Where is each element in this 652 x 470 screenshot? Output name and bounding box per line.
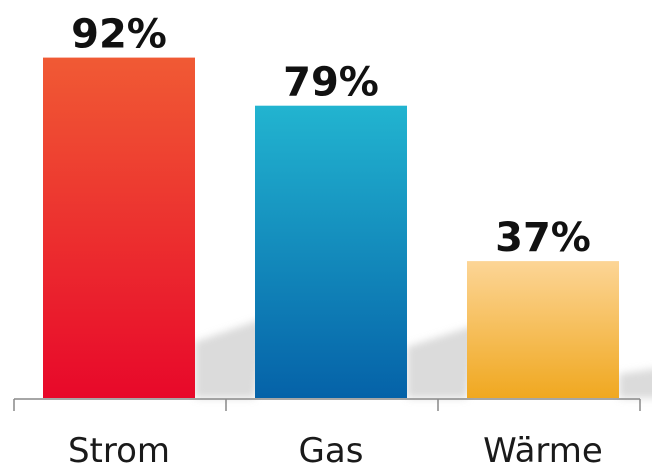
bar-shadow-strom: [195, 318, 265, 398]
category-label-strom: Strom: [68, 431, 170, 470]
bar-wärme: [467, 261, 619, 398]
bar-shadow-gas: [407, 324, 477, 398]
bar-strom: [43, 57, 195, 398]
category-label-wärme: Wärme: [483, 431, 603, 470]
labels-layer: 92% Strom 79% Gas 37% Wärme: [68, 12, 603, 470]
bars-layer: [43, 57, 619, 398]
data-label-wärme: 37%: [495, 215, 591, 261]
bar-shadow-layer: [195, 318, 652, 398]
data-label-gas: 79%: [283, 60, 379, 106]
bar-gas: [255, 105, 407, 398]
bar-shadow-wärme: [619, 369, 652, 398]
x-axis: [13, 398, 641, 411]
category-label-gas: Gas: [299, 431, 364, 470]
data-label-strom: 92%: [71, 12, 167, 58]
